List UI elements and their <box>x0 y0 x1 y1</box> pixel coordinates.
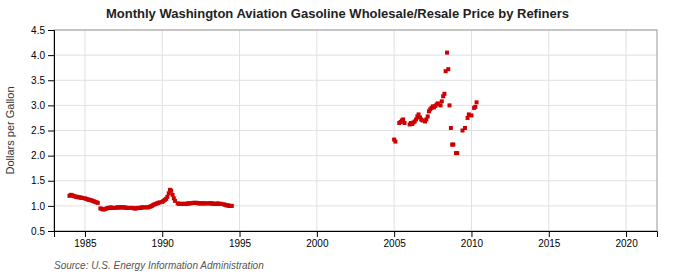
point <box>401 117 405 121</box>
tick-mark <box>48 55 54 56</box>
point <box>442 92 446 96</box>
tick-mark <box>48 206 54 207</box>
tick-label: 1.5 <box>31 175 45 186</box>
tick-mark <box>48 80 54 81</box>
tick: 1990 <box>152 231 175 249</box>
tick-mark <box>48 131 54 132</box>
tick-mark <box>471 231 472 237</box>
point <box>469 113 473 117</box>
plot-frame <box>54 30 657 231</box>
tick-label: 2.5 <box>31 125 45 136</box>
point <box>449 126 453 130</box>
tick-mark <box>549 231 550 237</box>
grid <box>54 30 657 231</box>
tick: 2005 <box>384 231 407 249</box>
source-note: Source: U.S. Energy Information Administ… <box>54 260 264 271</box>
point <box>466 116 470 120</box>
tick-label: 1990 <box>152 238 175 249</box>
point <box>475 100 479 104</box>
tick-label: 3.5 <box>31 75 45 86</box>
point <box>440 99 444 103</box>
point <box>439 103 443 107</box>
grid-line <box>54 155 657 156</box>
axis-line <box>55 232 658 238</box>
tick-label: 1995 <box>229 238 252 249</box>
tick-label: 4.0 <box>31 50 45 61</box>
point <box>446 67 450 71</box>
tick-label: 2.0 <box>31 150 45 161</box>
y-axis: 0.5 1.0 1.5 2.0 2.5 3.0 3.5 4.0 4.5 <box>31 25 54 237</box>
tick: 2.0 <box>31 150 54 161</box>
tick-label: 3.0 <box>31 100 45 111</box>
tick-label: 1985 <box>74 238 97 249</box>
point <box>403 121 407 125</box>
tick: 3.0 <box>31 100 54 111</box>
point <box>165 195 169 199</box>
tick: 4.0 <box>31 50 54 61</box>
y-axis-title: Dollars per Gallon <box>4 86 16 174</box>
point <box>230 204 234 208</box>
tick-mark <box>317 231 318 237</box>
tick-mark <box>48 181 54 182</box>
tick: 2010 <box>461 231 484 249</box>
tick-label: 2005 <box>384 238 407 249</box>
grid-line <box>54 180 657 181</box>
axis-line <box>48 31 55 232</box>
points <box>67 51 478 212</box>
point <box>448 103 452 107</box>
tick-mark <box>394 231 395 237</box>
tick: 1985 <box>74 231 97 249</box>
point <box>393 140 397 144</box>
grid-line <box>54 130 657 131</box>
point <box>455 151 459 155</box>
tick-label: 4.5 <box>31 25 45 36</box>
tick-label: 2015 <box>538 238 561 249</box>
tick-mark <box>162 231 163 237</box>
point <box>473 105 477 109</box>
plot-area: 1985 1990 1995 2000 2005 2010 2015 2020 0.5 1.0 1.… <box>31 25 657 249</box>
tick-label: 2020 <box>615 238 638 249</box>
point <box>96 201 100 205</box>
tick: 1995 <box>229 231 252 249</box>
tick-label: 0.5 <box>31 226 45 237</box>
tick: 4.5 <box>31 25 54 36</box>
tick-mark <box>48 156 54 157</box>
tick-mark <box>48 105 54 106</box>
chart: 1985 1990 1995 2000 2005 2010 2015 2020 0.5 1.0 1.… <box>0 0 675 275</box>
tick: 2015 <box>538 231 561 249</box>
tick: 0.5 <box>31 226 54 237</box>
grid-line <box>54 105 657 106</box>
tick: 2000 <box>306 231 329 249</box>
tick-label: 1.0 <box>31 201 45 212</box>
tick-mark <box>48 231 54 232</box>
tick-label: 2010 <box>461 238 484 249</box>
tick: 2020 <box>615 231 638 249</box>
tick: 3.5 <box>31 75 54 86</box>
tick: 1.5 <box>31 175 54 186</box>
title: Monthly Washington Aviation Gasoline Who… <box>106 6 569 21</box>
tick: 2.5 <box>31 125 54 136</box>
tick-mark <box>48 30 54 31</box>
point <box>463 126 467 130</box>
point <box>445 51 449 55</box>
point <box>171 193 175 197</box>
tick-mark <box>240 231 241 237</box>
x-axis: 1985 1990 1995 2000 2005 2010 2015 2020 <box>55 231 658 249</box>
tick-mark <box>85 231 86 237</box>
grid-line <box>54 80 657 81</box>
tick-label: 2000 <box>306 238 329 249</box>
tick-mark <box>626 231 627 237</box>
point <box>169 189 173 193</box>
grid-line <box>54 55 657 56</box>
point <box>451 143 455 147</box>
tick: 1.0 <box>31 201 54 212</box>
point <box>426 114 430 118</box>
